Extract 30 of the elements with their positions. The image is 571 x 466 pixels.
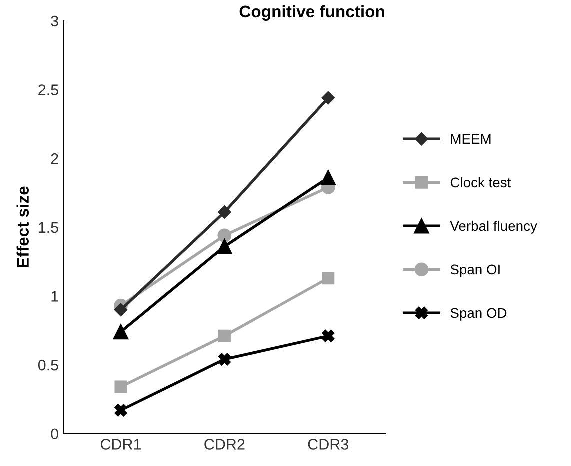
legend-label: Verbal fluency	[450, 220, 538, 234]
point	[218, 330, 231, 342]
legend-label: Clock test	[450, 177, 512, 188]
point	[114, 404, 128, 417]
point	[322, 272, 335, 285]
point	[113, 324, 129, 340]
y-tick-label: 3	[51, 16, 58, 27]
point	[322, 91, 335, 105]
legend-label: Span OI	[450, 264, 500, 278]
legend-label: Span OD	[450, 308, 507, 321]
point	[114, 303, 128, 317]
y-tick-label: 0.5	[38, 360, 58, 371]
point	[322, 330, 335, 342]
y-tick-label: 2	[51, 153, 58, 164]
y-tick-label: 0	[51, 428, 58, 440]
point	[114, 380, 128, 394]
x-tick-label: CDR1	[100, 439, 142, 450]
y-axis-title: Effect size	[16, 186, 30, 268]
point	[218, 228, 232, 243]
x-tick-label: CDR2	[204, 439, 245, 450]
chart-title: Cognitive function	[240, 5, 384, 21]
point	[320, 170, 336, 186]
legend-label: MEEM	[451, 134, 491, 144]
point	[218, 206, 232, 219]
y-tick-label: 1	[52, 291, 58, 302]
y-tick-label: 1.5	[39, 222, 58, 234]
point	[217, 239, 232, 254]
y-tick-label: 2.5	[38, 84, 58, 96]
point	[218, 353, 231, 366]
x-tick-label: CDR3	[308, 439, 349, 450]
